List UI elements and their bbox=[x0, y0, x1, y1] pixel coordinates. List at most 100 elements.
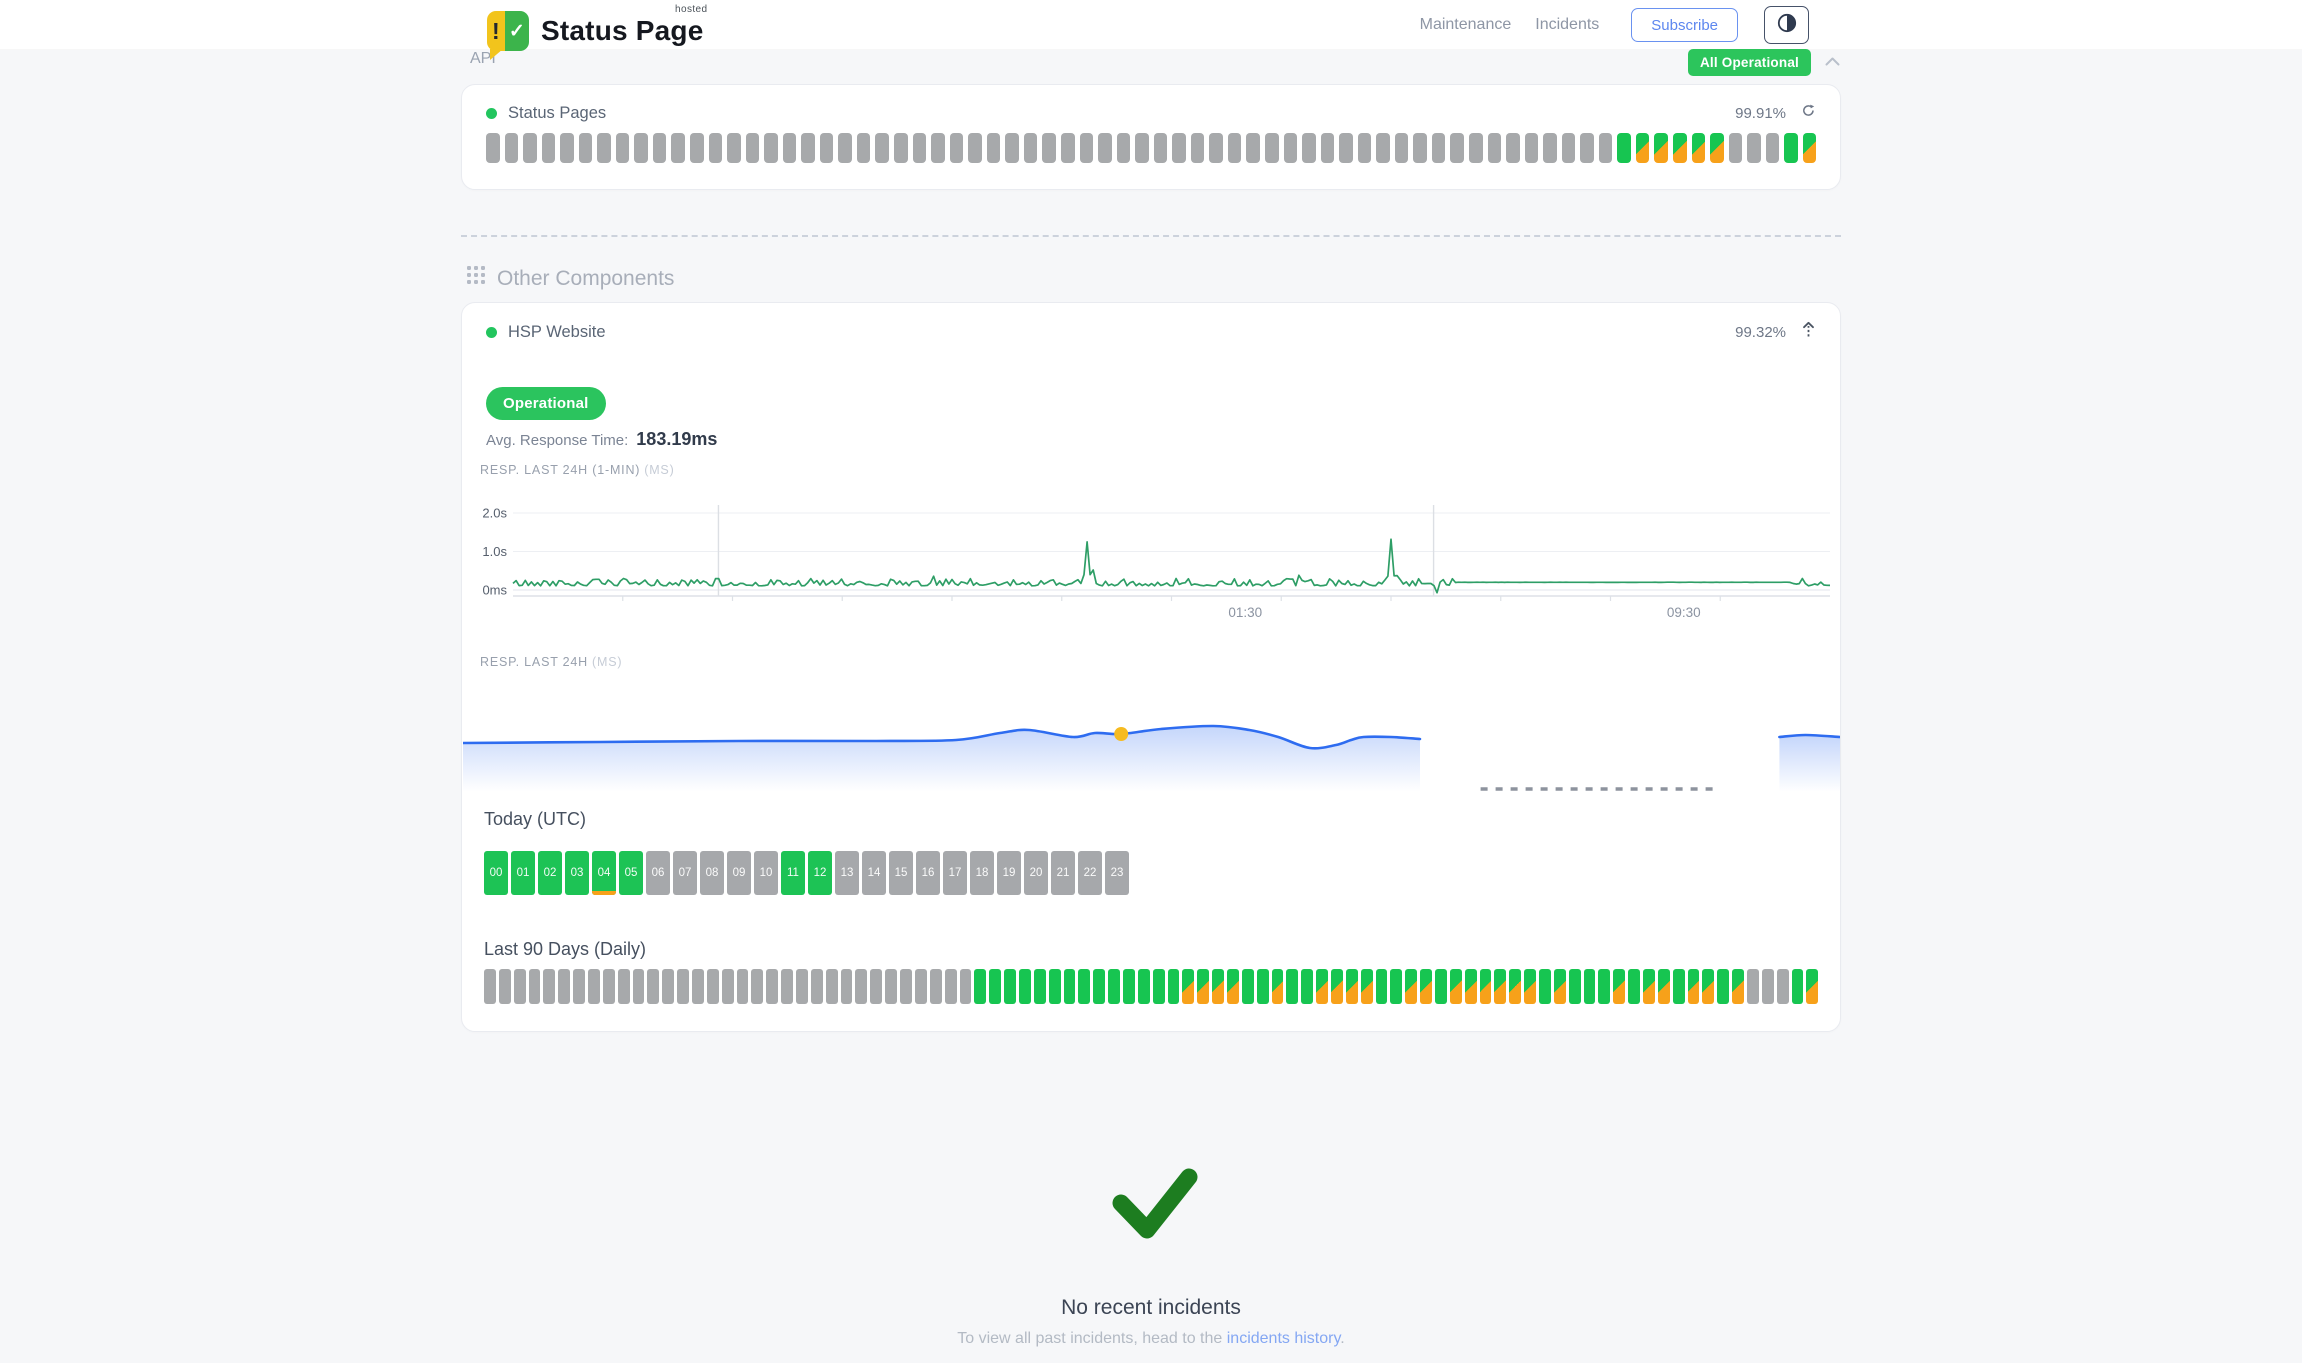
hour-block-12[interactable]: 12 bbox=[808, 851, 832, 895]
uptime-bar[interactable] bbox=[855, 969, 868, 1004]
hour-block-11[interactable]: 11 bbox=[781, 851, 805, 895]
uptime-bar[interactable] bbox=[875, 133, 890, 163]
uptime-bar[interactable] bbox=[1172, 133, 1186, 163]
uptime-bar[interactable] bbox=[1264, 133, 1279, 163]
uptime-bar[interactable] bbox=[708, 133, 723, 163]
uptime-bar[interactable] bbox=[1135, 133, 1149, 163]
uptime-bar[interactable] bbox=[1654, 133, 1668, 163]
uptime-bar[interactable] bbox=[825, 969, 838, 1004]
uptime-bar[interactable] bbox=[1479, 969, 1492, 1004]
uptime-bar[interactable] bbox=[1494, 969, 1507, 1004]
hour-block-20[interactable]: 20 bbox=[1024, 851, 1048, 895]
uptime-bar[interactable] bbox=[1784, 133, 1798, 163]
uptime-bar[interactable] bbox=[1226, 969, 1239, 1004]
uptime-bar[interactable] bbox=[801, 133, 815, 163]
uptime-bar[interactable] bbox=[1098, 133, 1112, 163]
uptime-bar[interactable] bbox=[1543, 133, 1557, 163]
uptime-bar[interactable] bbox=[1018, 969, 1031, 1004]
uptime-bar[interactable] bbox=[782, 133, 797, 163]
response-time-area-chart[interactable] bbox=[463, 681, 1840, 799]
uptime-bar[interactable] bbox=[1108, 969, 1120, 1004]
uptime-bar[interactable] bbox=[1060, 133, 1075, 163]
uptime-bar[interactable] bbox=[1246, 133, 1260, 163]
hour-block-21[interactable]: 21 bbox=[1051, 851, 1075, 895]
uptime-bar[interactable] bbox=[671, 133, 686, 163]
nav-incidents[interactable]: Incidents bbox=[1535, 16, 1600, 33]
uptime-bar[interactable] bbox=[1702, 969, 1715, 1004]
uptime-bar[interactable] bbox=[1137, 969, 1150, 1004]
uptime-bar[interactable] bbox=[1613, 969, 1626, 1004]
uptime-bar[interactable] bbox=[1672, 969, 1685, 1004]
uptime-bar[interactable] bbox=[1182, 969, 1195, 1004]
uptime-bar[interactable] bbox=[727, 133, 741, 163]
uptime-bar[interactable] bbox=[1657, 969, 1670, 1004]
uptime-bar[interactable] bbox=[986, 133, 1001, 163]
uptime-bar[interactable] bbox=[1487, 133, 1502, 163]
uptime-bar[interactable] bbox=[838, 133, 852, 163]
uptime-bar[interactable] bbox=[1776, 969, 1789, 1004]
uptime-bar[interactable] bbox=[989, 969, 1002, 1004]
uptime-bar[interactable] bbox=[1152, 969, 1165, 1004]
theme-toggle-button[interactable] bbox=[1764, 6, 1809, 44]
uptime-bar[interactable] bbox=[1079, 133, 1094, 163]
uptime-bar[interactable] bbox=[498, 969, 511, 1004]
uptime-bar[interactable] bbox=[1283, 133, 1298, 163]
uptime-bar[interactable] bbox=[751, 969, 764, 1004]
uptime-bar[interactable] bbox=[1691, 133, 1706, 163]
uptime-bar[interactable] bbox=[1339, 133, 1353, 163]
uptime-bar[interactable] bbox=[634, 133, 648, 163]
uptime-bar[interactable] bbox=[1197, 969, 1210, 1004]
uptime-bar[interactable] bbox=[1345, 969, 1358, 1004]
uptime-bar[interactable] bbox=[1042, 133, 1056, 163]
uptime-bar[interactable] bbox=[1413, 133, 1427, 163]
hour-block-18[interactable]: 18 bbox=[970, 851, 994, 895]
uptime-bar[interactable] bbox=[541, 133, 556, 163]
uptime-bar[interactable] bbox=[1376, 133, 1390, 163]
subscribe-button[interactable]: Subscribe bbox=[1631, 8, 1738, 42]
hour-block-07[interactable]: 07 bbox=[673, 851, 697, 895]
component-row-hsp-website[interactable]: HSP Website 99.32% bbox=[486, 321, 1816, 343]
uptime-bar[interactable] bbox=[810, 969, 823, 1004]
uptime-bar[interactable] bbox=[1435, 969, 1447, 1004]
uptime-bar[interactable] bbox=[1390, 969, 1403, 1004]
uptime-bar[interactable] bbox=[1301, 969, 1314, 1004]
uptime-bar[interactable] bbox=[931, 133, 945, 163]
uptime-bar[interactable] bbox=[781, 969, 794, 1004]
hour-block-16[interactable]: 16 bbox=[916, 851, 940, 895]
uptime-bar[interactable] bbox=[1449, 969, 1462, 1004]
uptime-bar[interactable] bbox=[912, 133, 927, 163]
uptime-bar[interactable] bbox=[692, 969, 704, 1004]
uptime-bar[interactable] bbox=[764, 133, 778, 163]
uptime-bar[interactable] bbox=[652, 133, 667, 163]
uptime-bar[interactable] bbox=[1116, 133, 1131, 163]
uptime-bar[interactable] bbox=[1302, 133, 1316, 163]
uptime-bar[interactable] bbox=[647, 969, 660, 1004]
uptime-bar[interactable] bbox=[1431, 133, 1446, 163]
incidents-history-link[interactable]: incidents history bbox=[1226, 1330, 1341, 1347]
uptime-bar[interactable] bbox=[1063, 969, 1076, 1004]
uptime-bar[interactable] bbox=[523, 133, 537, 163]
uptime-bar[interactable] bbox=[949, 133, 964, 163]
hour-block-09[interactable]: 09 bbox=[727, 851, 751, 895]
uptime-bar[interactable] bbox=[929, 969, 942, 1004]
uptime-bar[interactable] bbox=[1561, 133, 1576, 163]
uptime-bar[interactable] bbox=[558, 969, 571, 1004]
uptime-bar[interactable] bbox=[662, 969, 675, 1004]
uptime-bar[interactable] bbox=[1598, 133, 1613, 163]
uptime-bar[interactable] bbox=[1048, 969, 1061, 1004]
uptime-bar[interactable] bbox=[1635, 133, 1650, 163]
uptime-bar[interactable] bbox=[602, 969, 615, 1004]
uptime-bar[interactable] bbox=[1122, 969, 1135, 1004]
uptime-bar[interactable] bbox=[1643, 969, 1655, 1004]
uptime-bar[interactable] bbox=[597, 133, 611, 163]
uptime-bar[interactable] bbox=[796, 969, 808, 1004]
uptime-bar[interactable] bbox=[1765, 133, 1780, 163]
uptime-bar[interactable] bbox=[528, 969, 541, 1004]
uptime-bar[interactable] bbox=[1420, 969, 1432, 1004]
uptime-bar[interactable] bbox=[1023, 133, 1038, 163]
uptime-bar[interactable] bbox=[1394, 133, 1409, 163]
uptime-bar[interactable] bbox=[1791, 969, 1804, 1004]
uptime-bar[interactable] bbox=[504, 133, 519, 163]
uptime-bar[interactable] bbox=[1687, 969, 1700, 1004]
uptime-bar[interactable] bbox=[1093, 969, 1106, 1004]
